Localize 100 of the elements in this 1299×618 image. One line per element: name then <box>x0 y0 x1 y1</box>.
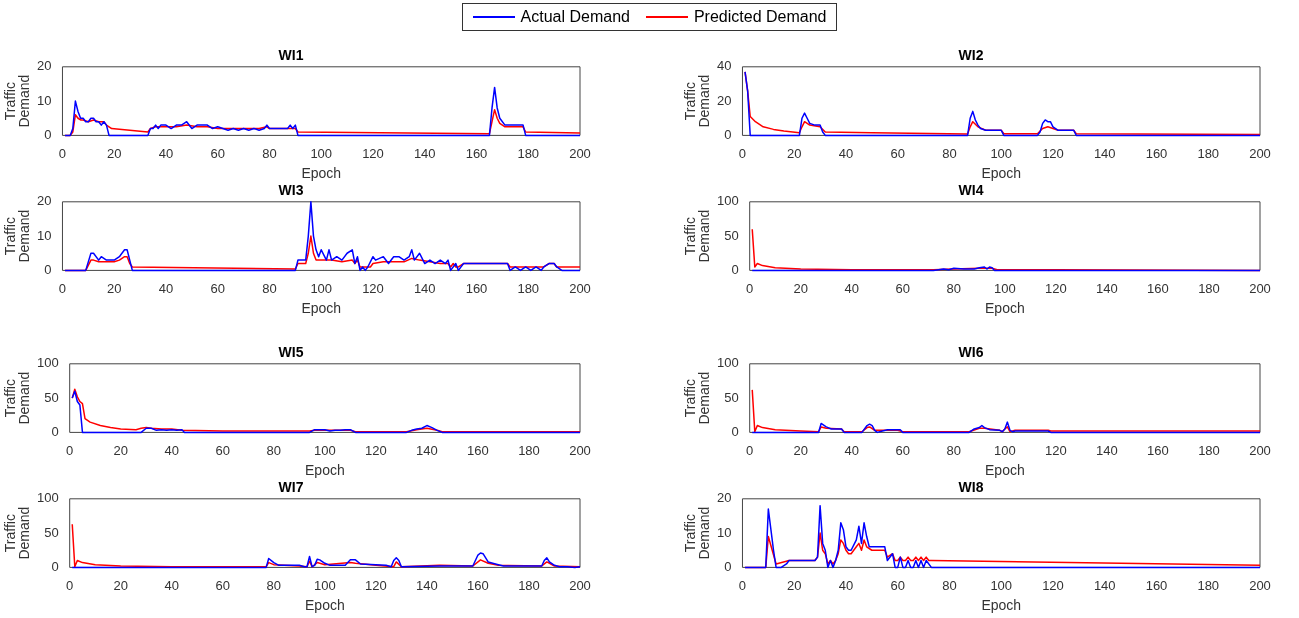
x-tick-label: 20 <box>106 145 122 161</box>
x-axis-title: Epoch <box>981 164 1022 181</box>
x-tick-label: 20 <box>113 442 128 458</box>
x-tick-label: 20 <box>793 280 808 296</box>
x-tick-label: 60 <box>215 442 231 458</box>
y-tick-label: 0 <box>44 126 52 142</box>
x-tick-label: 80 <box>266 442 282 458</box>
x-tick-label: 120 <box>362 145 384 161</box>
x-tick-label: 140 <box>416 577 438 593</box>
x-tick-label: 200 <box>569 145 591 161</box>
x-tick-label: 160 <box>1147 442 1169 458</box>
x-tick-label: 180 <box>1197 145 1220 161</box>
x-tick-label: 100 <box>990 145 1013 161</box>
y-tick-label: 50 <box>724 389 739 405</box>
y-axis-title: Traffic Demand <box>681 506 712 560</box>
x-tick-label: 80 <box>262 145 277 161</box>
chart-title: WI8 <box>958 479 984 496</box>
x-tick-label: 120 <box>365 442 387 458</box>
x-tick-label: 180 <box>1197 577 1220 593</box>
y-tick-label: 20 <box>716 490 732 506</box>
x-tick-label: 100 <box>313 442 336 458</box>
y-tick-label: 20 <box>716 92 732 108</box>
x-tick-label: 0 <box>746 442 754 458</box>
x-tick-label: 60 <box>890 145 905 161</box>
y-tick-label: 40 <box>716 58 732 74</box>
x-tick-label: 40 <box>164 577 179 593</box>
x-tick-label: 120 <box>1045 442 1067 458</box>
y-tick-label: 20 <box>36 58 52 74</box>
x-tick-label: 80 <box>942 145 957 161</box>
x-axis-title: Epoch <box>301 164 342 181</box>
x-tick-label: 40 <box>838 145 854 161</box>
x-tick-label: 120 <box>365 577 387 593</box>
x-tick-label: 0 <box>66 577 74 593</box>
x-tick-label: 160 <box>465 280 488 296</box>
x-tick-label: 0 <box>66 442 74 458</box>
y-tick-label: 0 <box>724 558 732 574</box>
x-tick-label: 160 <box>1145 577 1168 593</box>
x-tick-label: 180 <box>517 145 540 161</box>
x-tick-label: 100 <box>990 577 1013 593</box>
x-tick-label: 20 <box>786 577 802 593</box>
y-axis-title: Traffic Demand <box>1 74 32 128</box>
x-tick-label: 120 <box>1042 577 1064 593</box>
x-tick-label: 100 <box>310 145 333 161</box>
x-tick-label: 60 <box>895 442 911 458</box>
x-tick-label: 40 <box>844 442 859 458</box>
x-tick-label: 40 <box>164 442 179 458</box>
x-tick-label: 160 <box>467 442 489 458</box>
x-tick-label: 20 <box>793 442 808 458</box>
y-tick-label: 50 <box>724 227 739 243</box>
x-tick-label: 180 <box>1198 442 1220 458</box>
y-axis-title: Traffic Demand <box>1 506 32 560</box>
y-tick-label: 0 <box>724 126 732 142</box>
x-axis-title: Epoch <box>301 299 342 316</box>
y-axis-title: Traffic Demand <box>1 371 32 425</box>
y-axis-title: Traffic Demand <box>1 209 32 263</box>
x-axis-title: Epoch <box>984 299 1025 316</box>
x-tick-label: 100 <box>993 280 1016 296</box>
x-tick-label: 200 <box>1249 442 1271 458</box>
y-tick-label: 100 <box>716 355 739 371</box>
x-tick-label: 200 <box>569 442 591 458</box>
x-tick-label: 140 <box>413 280 436 296</box>
x-tick-label: 40 <box>158 145 174 161</box>
x-tick-label: 140 <box>1093 577 1116 593</box>
x-tick-label: 80 <box>942 577 957 593</box>
x-tick-label: 160 <box>1147 280 1169 296</box>
legend-label: Actual Demand <box>520 8 630 26</box>
chart-title: WI4 <box>958 182 984 199</box>
y-axis-title: Traffic Demand <box>681 74 712 128</box>
chart-title: WI3 <box>278 182 304 199</box>
x-tick-label: 40 <box>844 280 859 296</box>
x-tick-label: 200 <box>1249 280 1271 296</box>
y-tick-label: 0 <box>731 423 739 439</box>
chart-title: WI2 <box>958 47 984 64</box>
x-tick-label: 200 <box>569 280 591 296</box>
x-tick-label: 60 <box>210 145 225 161</box>
y-tick-label: 0 <box>51 423 59 439</box>
x-tick-label: 120 <box>1045 280 1067 296</box>
x-tick-label: 60 <box>890 577 905 593</box>
x-tick-label: 100 <box>310 280 333 296</box>
y-tick-label: 100 <box>36 490 59 506</box>
x-tick-label: 120 <box>362 280 384 296</box>
x-tick-label: 100 <box>993 442 1016 458</box>
x-tick-label: 60 <box>210 280 225 296</box>
x-axis-title: Epoch <box>981 596 1022 613</box>
y-tick-label: 10 <box>716 524 732 540</box>
x-tick-label: 180 <box>1198 280 1220 296</box>
y-tick-label: 0 <box>731 261 739 277</box>
x-tick-label: 20 <box>113 577 128 593</box>
x-tick-label: 0 <box>746 280 754 296</box>
chart-title: WI1 <box>278 47 304 64</box>
x-axis-title: Epoch <box>304 596 345 613</box>
chart-title: WI5 <box>278 344 304 361</box>
x-tick-label: 80 <box>266 577 282 593</box>
x-tick-label: 180 <box>518 442 540 458</box>
x-tick-label: 60 <box>895 280 911 296</box>
x-tick-label: 140 <box>416 442 438 458</box>
x-tick-label: 40 <box>158 280 174 296</box>
x-tick-label: 140 <box>1093 145 1116 161</box>
x-tick-label: 80 <box>262 280 277 296</box>
chart-title: WI6 <box>958 344 984 361</box>
